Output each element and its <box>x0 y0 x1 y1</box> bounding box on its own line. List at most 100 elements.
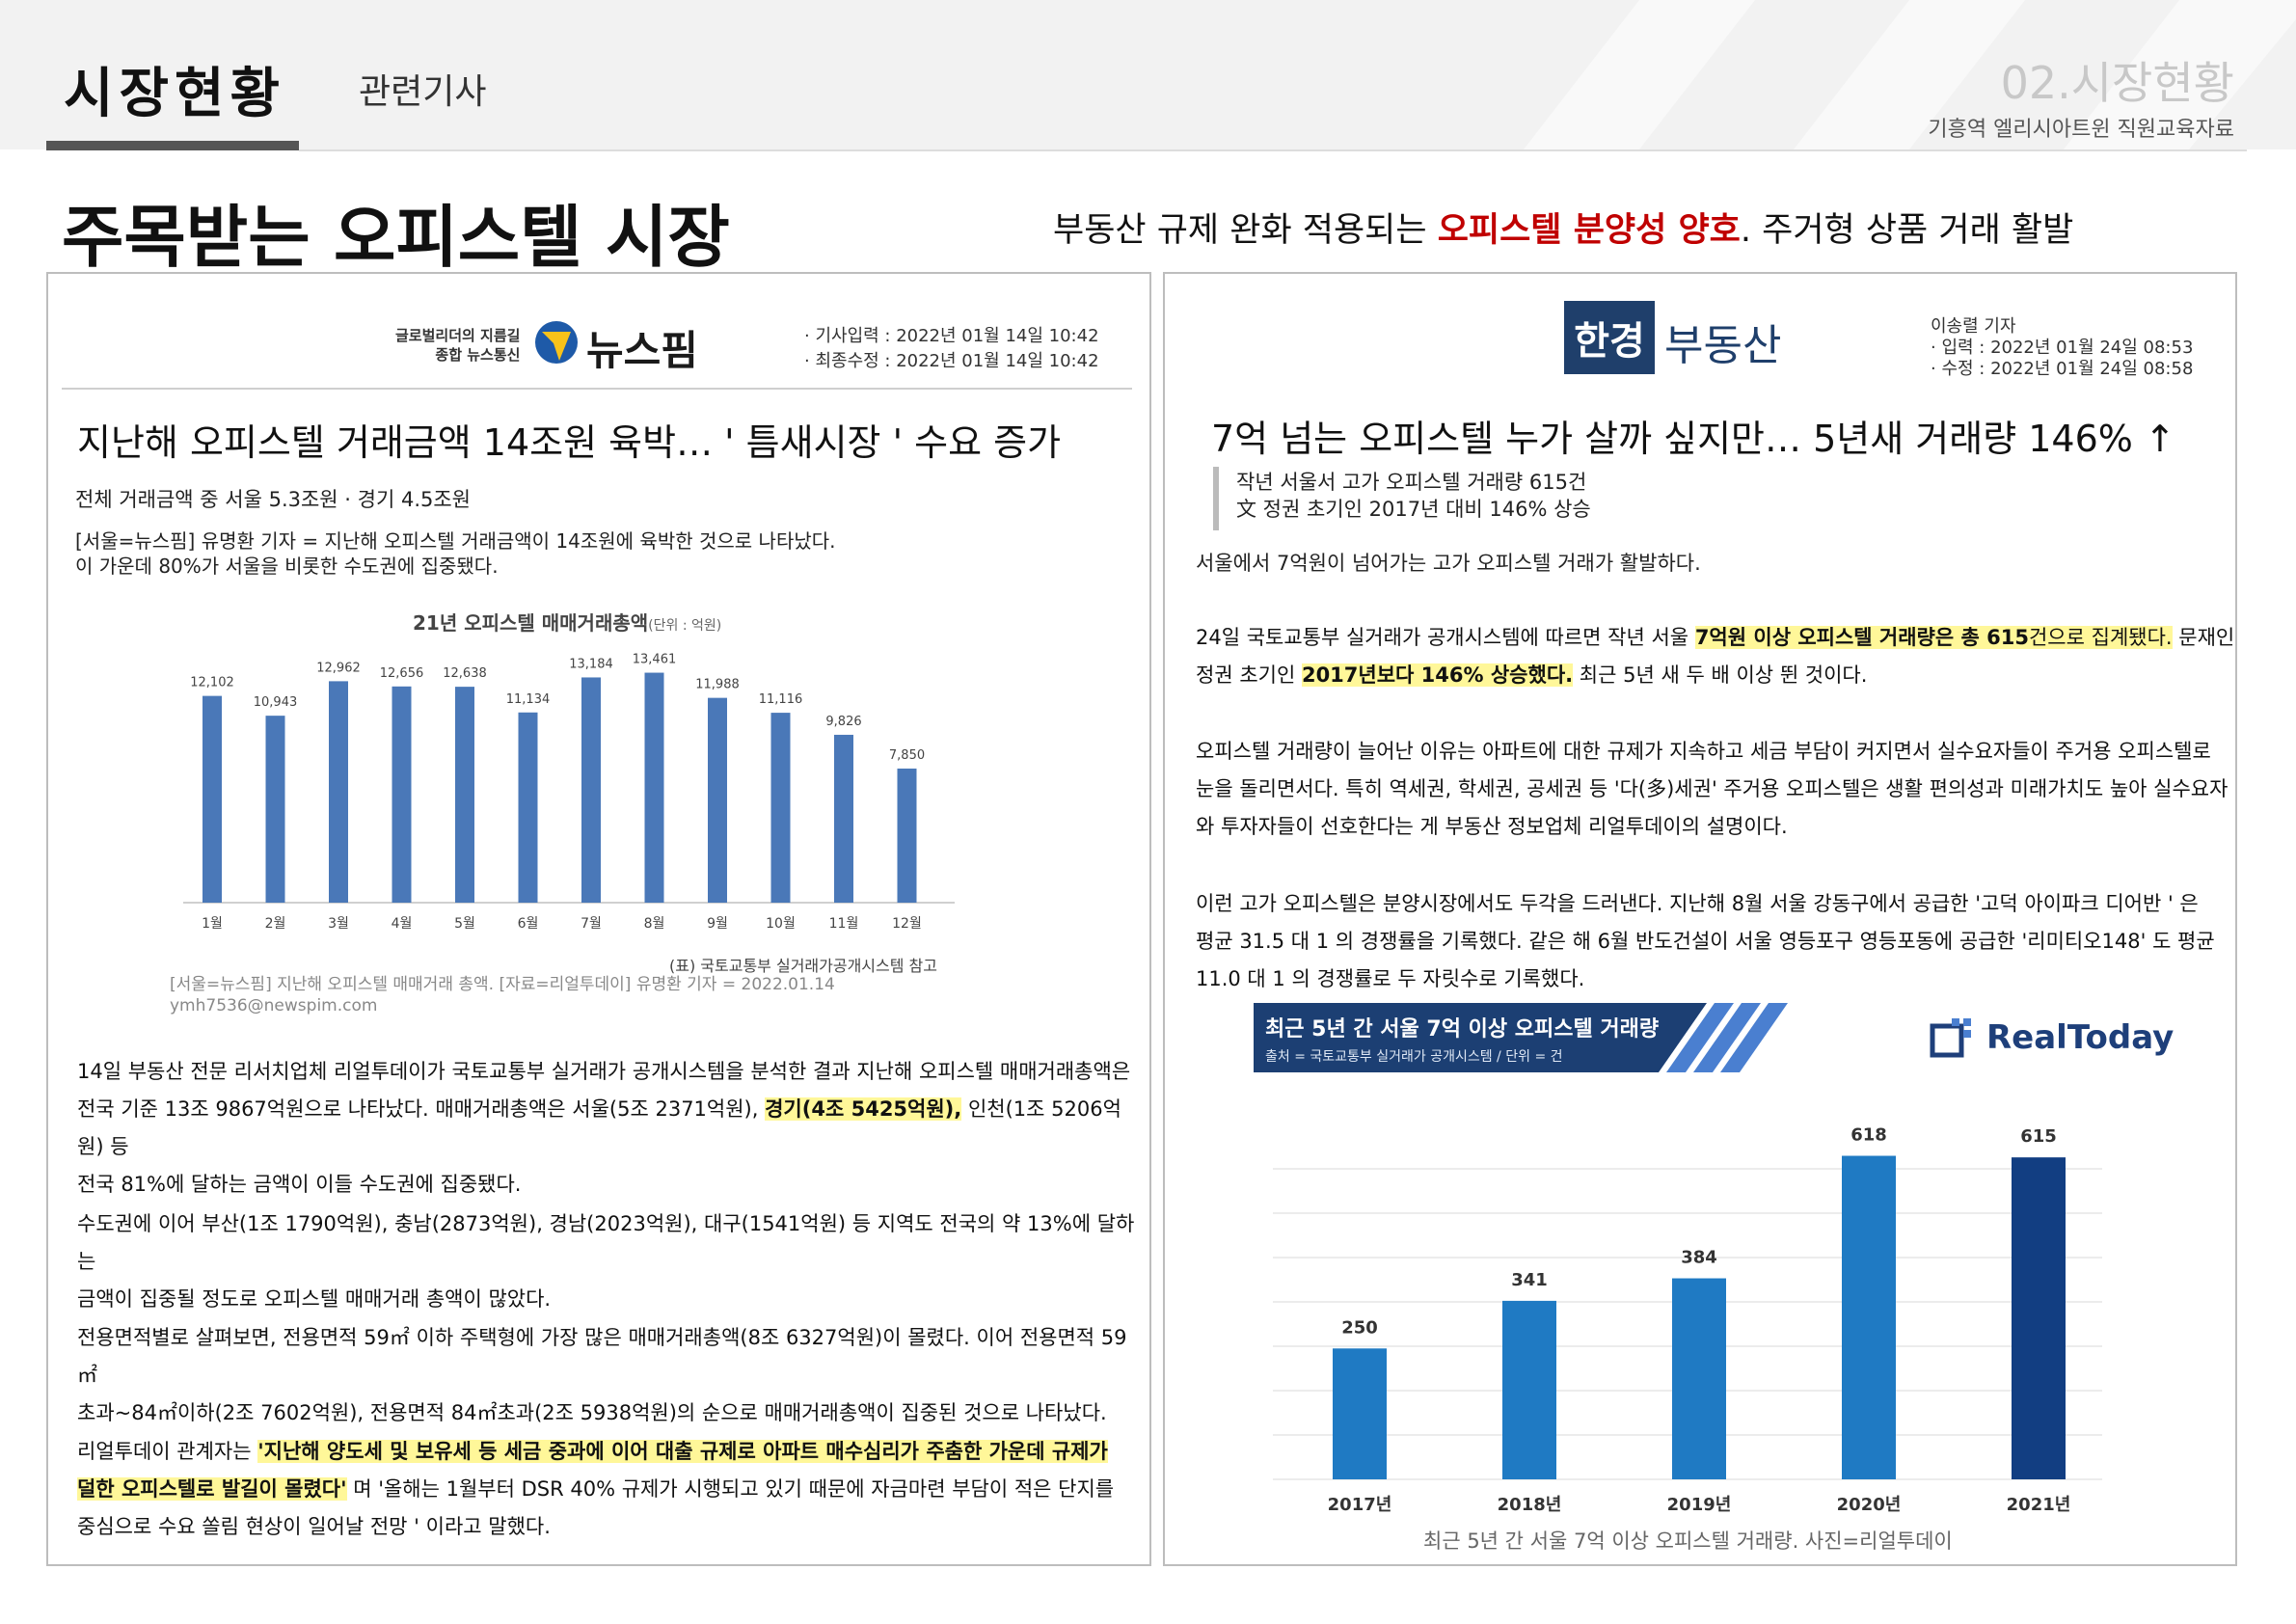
rp1-highlight2: 2017년보다 146% 상승했다. <box>1301 663 1574 687</box>
chart-unit: (단위 : 억원) <box>648 618 722 634</box>
right-intro: 서울에서 7억원이 넘어가는 고가 오피스텔 거래가 활발하다. <box>1196 552 1701 575</box>
bar <box>265 716 285 903</box>
rp3-line2: 평균 31.5 대 1 의 경쟁률을 기록했다. 같은 해 6월 반도건설이 서… <box>1196 930 2215 953</box>
date-modified: · 최종수정 : 2022년 01월 14일 10:42 <box>804 351 1099 371</box>
right-chart-caption: 최근 5년 간 서울 7억 이상 오피스텔 거래량. 사진=리얼투데이 <box>1423 1529 1953 1553</box>
bar <box>518 712 538 903</box>
tick-label: 2019년 <box>1667 1495 1732 1515</box>
five-year-trade-chart: 250 2017년 341 2018년 384 2019년 618 2020년 615 2021년 <box>1273 1125 2102 1515</box>
rp1-text2: 정권 초기인 <box>1196 663 1302 687</box>
page-title: 주목받는 오피스텔 시장 <box>62 198 730 277</box>
p4-line2: 덜한 오피스텔로 발길이 몰렸다' 며 '올해는 1월부터 DSR 40% 규제… <box>77 1471 1138 1508</box>
bar <box>708 697 727 903</box>
outlet-name: 뉴스핌 <box>586 327 698 374</box>
rp2-line1: 오피스텔 거래량이 늘어난 이유는 아파트에 대한 규제가 지속하고 세금 부담… <box>1196 740 2211 763</box>
tick-label: 2021년 <box>2007 1495 2071 1515</box>
left-chart-source: (표) 국토교통부 실거래가공개시스템 참고 <box>669 957 937 975</box>
rp3-line1: 이런 고가 오피스텔은 분양시장에서도 두각을 드러낸다. 지난해 8월 서울 … <box>1196 892 2199 915</box>
p3-line2: 초과~84㎡이하(2조 7602억원), 전용면적 84㎡초과(2조 5938억… <box>77 1401 1107 1424</box>
bar <box>392 686 412 903</box>
tick-label: 12월 <box>892 916 922 932</box>
data-label: 13,184 <box>569 657 613 671</box>
summary-line2: 文 정권 초기인 2017년 대비 146% 상승 <box>1236 498 1591 521</box>
bar <box>455 687 474 903</box>
section-title: 시장현황 <box>64 63 286 125</box>
p1-line1: 14일 부동산 전문 리서치업체 리얼투데이가 국토교통부 실거래가 공개시스템… <box>77 1060 1131 1083</box>
p4-highlight1: '지난해 양도세 및 보유세 등 세금 중과에 이어 대출 규제로 아파트 매수… <box>257 1440 1108 1463</box>
p1-text: 전국 기준 13조 9867억원으로 나타났다. 매매거래총액은 서울(5조 2… <box>77 1097 766 1121</box>
right-article-meta: 이송렬 기자 · 입력 : 2022년 01월 24일 08:53 · 수정 :… <box>1931 316 2193 380</box>
right-paragraph-2: 오피스텔 거래량이 늘어난 이유는 아파트에 대한 규제가 지속하고 세금 부담… <box>1196 733 2256 846</box>
hankyung-logo: 한경 <box>1564 301 1655 374</box>
right-headline: 7억 넘는 오피스텔 누가 살까 싶지만… 5년새 거래량 146% ↑ <box>1211 418 2175 460</box>
bar <box>834 734 853 903</box>
banner-subtitle: 출처 = 국토교통부 실거래가 공개시스템 / 단위 = 건 <box>1265 1049 1563 1065</box>
bar <box>1842 1155 1896 1479</box>
data-label: 12,638 <box>443 666 487 681</box>
tagline-post: . 주거형 상품 거래 활발 <box>1740 211 2074 250</box>
tick-label: 9월 <box>707 916 728 932</box>
tick-label: 2017년 <box>1328 1495 1392 1515</box>
tick-label: 4월 <box>392 916 413 932</box>
data-label: 12,102 <box>190 676 234 690</box>
p4-highlight2: 덜한 오피스텔로 발길이 몰렸다' <box>77 1477 347 1501</box>
outlet-section: 부동산 <box>1664 321 1782 370</box>
bar <box>1502 1300 1556 1479</box>
outlet-slogan-line2: 종합 뉴스통신 <box>435 346 521 364</box>
section-underline <box>46 141 299 150</box>
p2-line2: 금액이 집중될 정도로 오피스텔 매매거래 총액이 많았다. <box>77 1287 552 1311</box>
realtoday-logo-icon <box>1930 1018 1971 1058</box>
outlet-slogan-line1: 글로벌리더의 지름길 <box>395 327 521 344</box>
tick-label: 5월 <box>454 916 475 932</box>
tick-label: 6월 <box>518 916 539 932</box>
tick-label: 11월 <box>829 916 859 932</box>
monthly-trade-chart: 12,102 1월 10,943 2월 12,962 3월 12,656 4월 12,638 5월… <box>183 653 955 932</box>
right-summary: 작년 서울서 고가 오피스텔 거래량 615건 文 정권 초기인 2017년 대… <box>1236 469 1591 523</box>
chart-title-text: 21년 오피스텔 매매거래총액 <box>413 611 649 635</box>
p2-line1: 수도권에 이어 부산(1조 1790억원), 충남(2873억원), 경남(20… <box>77 1212 1135 1273</box>
p4-text: 리얼투데이 관계자는 <box>77 1440 258 1463</box>
p4-line3: 중심으로 수요 쏠림 현상이 일어날 전망 ' 이라고 말했다. <box>77 1515 551 1538</box>
tick-label: 1월 <box>202 916 223 932</box>
tick-label: 2월 <box>265 916 286 932</box>
caption-line2: ymh7536@newspim.com <box>170 996 378 1015</box>
outlet-slogan: 글로벌리더의 지름길 종합 뉴스통신 <box>395 326 520 365</box>
rp1-highlight: 7억원 이상 오피스텔 거래량은 총 615 <box>1694 626 2029 649</box>
rp1-line1: 24일 국토교통부 실거래가 공개시스템에 따르면 작년 서울 7억원 이상 오… <box>1196 619 2256 657</box>
data-label: 384 <box>1681 1248 1717 1268</box>
chart-banner: 최근 5년 간 서울 7억 이상 오피스텔 거래량 출처 = 국토교통부 실거래… <box>1254 1003 1788 1072</box>
left-article-panel <box>46 272 1151 1566</box>
bar <box>203 695 222 903</box>
p1-highlight: 경기(4조 5425억원), <box>765 1097 962 1121</box>
left-paragraph-3: 전용면적별로 살펴보면, 전용면적 59㎡ 이하 주택형에 가장 많은 매매거래… <box>77 1319 1138 1432</box>
p1-text-tail: 인천(1조 5206억원) 등 <box>77 1097 1121 1158</box>
left-divider <box>62 388 1132 390</box>
tagline-pre: 부동산 규제 완화 적용되는 <box>1053 211 1438 250</box>
left-paragraph-1: 14일 부동산 전문 리서치업체 리얼투데이가 국토교통부 실거래가 공개시스템… <box>77 1053 1138 1204</box>
data-label: 9,826 <box>825 715 861 729</box>
realtoday-name: RealToday <box>1986 1018 2174 1057</box>
rp2-line3: 와 투자자들이 선호한다는 게 부동산 정보업체 리얼투데이의 설명이다. <box>1196 815 1788 838</box>
date-input: · 기사입력 : 2022년 01월 14일 10:42 <box>804 326 1099 346</box>
rp1-line2: 정권 초기인 2017년보다 146% 상승했다. 최근 5년 새 두 배 이상… <box>1196 657 2256 694</box>
quote-bar <box>1213 467 1219 530</box>
rp1-text3: 최근 5년 새 두 배 이상 뛴 것이다. <box>1573 663 1868 687</box>
tick-label: 10월 <box>766 916 796 932</box>
caption-line1: [서울=뉴스핌] 지난해 오피스텔 매매거래 총액. [자료=리얼투데이] 유명… <box>170 975 835 994</box>
summary-line1: 작년 서울서 고가 오피스텔 거래량 615건 <box>1236 471 1587 494</box>
tick-label: 8월 <box>644 916 665 932</box>
bar <box>644 672 664 903</box>
newspim-logo-icon <box>535 321 578 364</box>
left-chart-caption: [서울=뉴스핌] 지난해 오피스텔 매매거래 총액. [자료=리얼투데이] 유명… <box>170 974 835 1016</box>
left-chart-title: 21년 오피스텔 매매거래총액(단위 : 억원) <box>413 608 721 636</box>
data-label: 13,461 <box>633 653 677 667</box>
right-paragraph-3: 이런 고가 오피스텔은 분양시장에서도 두각을 드러낸다. 지난해 8월 서울 … <box>1196 885 2256 998</box>
bar <box>1333 1348 1387 1479</box>
reporter: 이송렬 기자 <box>1931 316 2016 337</box>
bar <box>1672 1278 1726 1479</box>
rp1-highlight-tail: 건으로 집계됐다. <box>2028 626 2173 649</box>
header-stripes <box>1524 0 2296 149</box>
rp2-line2: 눈을 돌리면서다. 특히 역세권, 학세권, 공세권 등 '다(多)세권' 주거… <box>1196 777 2228 800</box>
data-label: 11,134 <box>506 692 551 707</box>
bar <box>770 713 791 903</box>
